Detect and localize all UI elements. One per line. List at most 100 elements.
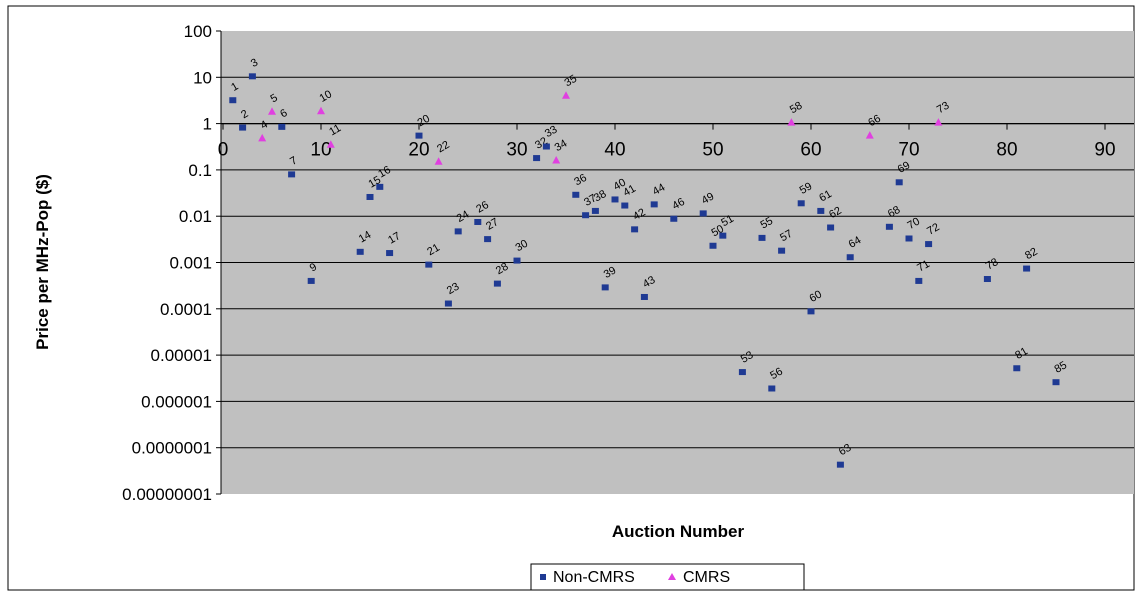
point-non-cmrs xyxy=(356,248,364,255)
point-label: 53 xyxy=(739,349,756,366)
point-non-cmrs xyxy=(915,277,923,284)
y-tick-label: 10 xyxy=(193,68,212,87)
point-non-cmrs xyxy=(846,254,854,261)
point-non-cmrs xyxy=(670,215,678,222)
point-non-cmrs xyxy=(719,232,727,239)
point-label: 72 xyxy=(925,221,942,238)
legend-label-non-cmrs: Non-CMRS xyxy=(553,569,635,586)
point-label: 14 xyxy=(357,229,374,246)
point-label: 23 xyxy=(445,281,462,298)
x-axis-title: Auction Number xyxy=(612,522,745,541)
point-non-cmrs xyxy=(640,293,648,300)
point-non-cmrs xyxy=(307,277,315,284)
point-non-cmrs xyxy=(983,276,991,283)
point-non-cmrs xyxy=(827,224,835,231)
point-label: 33 xyxy=(543,124,560,141)
point-non-cmrs xyxy=(895,179,903,186)
point-non-cmrs xyxy=(885,223,893,230)
point-label: 68 xyxy=(886,204,903,221)
point-label: 11 xyxy=(327,122,343,138)
point-label: 26 xyxy=(474,199,491,216)
point-cmrs xyxy=(326,140,335,148)
point-cmrs xyxy=(552,155,561,164)
point-non-cmrs xyxy=(1023,265,1031,272)
point-cmrs xyxy=(562,91,570,99)
point-label: 64 xyxy=(847,234,864,251)
point-non-cmrs xyxy=(699,210,707,217)
point-non-cmrs xyxy=(836,461,844,468)
point-non-cmrs xyxy=(631,226,639,233)
point-cmrs xyxy=(317,106,325,115)
x-tick-label: 40 xyxy=(604,140,625,161)
point-non-cmrs xyxy=(415,132,423,139)
point-label: 9 xyxy=(308,261,319,274)
legend-marker-non-cmrs xyxy=(540,574,546,580)
y-tick-label: 0.00001 xyxy=(151,346,212,365)
point-label: 22 xyxy=(435,139,452,156)
point-non-cmrs xyxy=(591,207,599,214)
point-label: 49 xyxy=(700,190,717,207)
point-cmrs xyxy=(268,107,276,115)
point-non-cmrs xyxy=(444,300,452,307)
point-non-cmrs xyxy=(905,235,913,242)
point-label: 24 xyxy=(455,208,472,225)
point-non-cmrs xyxy=(425,261,433,268)
point-cmrs xyxy=(787,118,796,126)
point-non-cmrs xyxy=(572,191,580,198)
point-non-cmrs xyxy=(288,171,296,178)
point-non-cmrs xyxy=(386,250,394,257)
point-non-cmrs xyxy=(738,369,746,376)
x-tick-label: 70 xyxy=(898,140,919,161)
point-non-cmrs xyxy=(807,308,815,315)
point-label: 81 xyxy=(1013,345,1030,362)
x-tick-label: 0 xyxy=(218,140,229,161)
y-tick-label: 0.0000001 xyxy=(132,439,212,458)
y-tick-label: 1 xyxy=(203,115,212,134)
y-tick-label: 0.001 xyxy=(169,254,212,273)
point-label: 41 xyxy=(621,183,638,200)
point-non-cmrs xyxy=(278,123,286,130)
point-label: 28 xyxy=(494,261,511,278)
y-axis-ticks: 100 10 1 0.1 0.01 0.001 0.0001 0.00001 0.000001 0… xyxy=(122,22,212,504)
point-label: 37 xyxy=(582,192,599,209)
point-label: 21 xyxy=(425,242,442,259)
x-tick-label: 80 xyxy=(996,140,1017,161)
point-non-cmrs xyxy=(454,228,462,235)
point-non-cmrs xyxy=(1052,379,1060,386)
point-label: 17 xyxy=(386,230,403,247)
point-non-cmrs xyxy=(582,212,590,219)
point-non-cmrs xyxy=(925,241,933,248)
point-cmrs xyxy=(258,133,267,142)
x-tick-label: 20 xyxy=(408,140,429,161)
point-label: 71 xyxy=(915,258,932,275)
point-label: 3 xyxy=(249,56,260,69)
point-label: 20 xyxy=(416,113,433,130)
point-non-cmrs xyxy=(533,155,541,162)
point-label: 60 xyxy=(808,288,825,305)
legend-box xyxy=(530,563,805,591)
point-label: 7 xyxy=(288,155,299,168)
point-label: 46 xyxy=(670,196,687,213)
point-label: 30 xyxy=(514,238,531,255)
gridlines xyxy=(216,30,1134,495)
point-label: 42 xyxy=(631,206,648,223)
point-label: 59 xyxy=(798,180,815,197)
point-label: 44 xyxy=(651,181,668,198)
point-label: 70 xyxy=(906,216,923,233)
point-non-cmrs xyxy=(768,385,776,392)
point-label: 51 xyxy=(719,213,736,230)
point-non-cmrs xyxy=(611,196,619,203)
point-cmrs xyxy=(434,157,443,165)
point-non-cmrs xyxy=(229,97,237,104)
point-non-cmrs xyxy=(758,234,766,241)
point-label: 34 xyxy=(553,138,570,155)
legend: Non-CMRS CMRS xyxy=(530,563,805,591)
y-tick-label: 0.000001 xyxy=(141,392,212,411)
point-label: 69 xyxy=(896,159,913,176)
point-non-cmrs xyxy=(493,280,501,287)
point-label: 43 xyxy=(641,274,658,291)
point-label: 27 xyxy=(484,216,501,233)
point-label: 36 xyxy=(572,172,589,189)
point-non-cmrs xyxy=(248,73,256,80)
